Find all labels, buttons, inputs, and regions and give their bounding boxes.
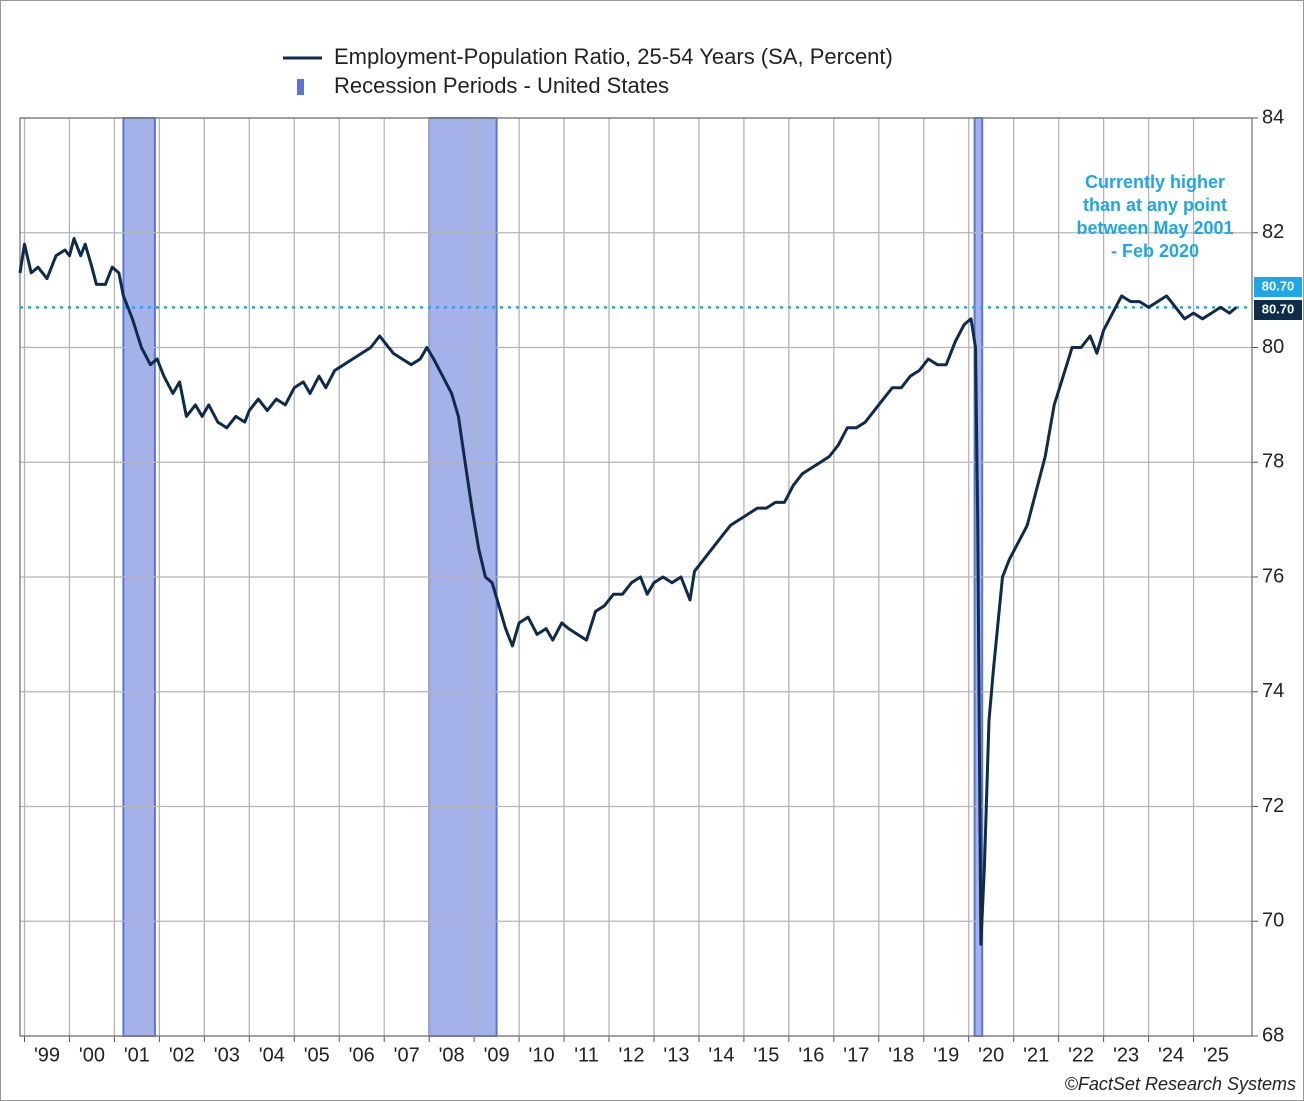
x-tick-label: '11 bbox=[574, 1044, 599, 1066]
y-tick-label: 74 bbox=[1262, 680, 1284, 702]
credit: ©FactSet Research Systems bbox=[1065, 1074, 1296, 1094]
value-box bbox=[1254, 300, 1302, 320]
x-tick-label: '24 bbox=[1158, 1044, 1184, 1066]
x-tick-label: '23 bbox=[1113, 1044, 1139, 1066]
x-tick-label: '20 bbox=[978, 1044, 1004, 1066]
x-tick-label: '03 bbox=[214, 1044, 240, 1066]
plot-border bbox=[19, 117, 1253, 1037]
x-tick-label: '00 bbox=[79, 1044, 105, 1066]
y-tick-label: 80 bbox=[1262, 336, 1284, 358]
x-tick-label: '17 bbox=[843, 1044, 869, 1066]
y-tick-label: 72 bbox=[1262, 795, 1284, 817]
annotation: than at any point bbox=[1083, 195, 1227, 215]
x-tick-label: '10 bbox=[529, 1044, 555, 1066]
x-tick-label: '25 bbox=[1203, 1044, 1229, 1066]
x-tick-label: '08 bbox=[439, 1044, 465, 1066]
x-tick-label: '99 bbox=[34, 1044, 60, 1066]
annotation: - Feb 2020 bbox=[1111, 241, 1199, 261]
legend-label: Recession Periods - United States bbox=[334, 73, 669, 98]
y-tick-label: 78 bbox=[1262, 451, 1284, 473]
x-tick-label: '13 bbox=[663, 1044, 689, 1066]
x-tick-label: '01 bbox=[124, 1044, 150, 1066]
x-tick-label: '05 bbox=[304, 1044, 330, 1066]
x-tick-label: '07 bbox=[394, 1044, 420, 1066]
annotation: Currently higher bbox=[1085, 172, 1225, 192]
value-box-label: 80.70 bbox=[1262, 278, 1295, 293]
legend-label: Employment-Population Ratio, 25-54 Years… bbox=[334, 44, 893, 69]
x-tick-label: '16 bbox=[798, 1044, 824, 1066]
x-tick-label: '12 bbox=[618, 1044, 644, 1066]
annotation: between May 2001 bbox=[1076, 218, 1233, 238]
x-tick-label: '19 bbox=[933, 1044, 959, 1066]
value-box-label: 80.70 bbox=[1262, 301, 1295, 316]
y-tick-label: 84 bbox=[1262, 106, 1284, 128]
x-tick-label: '18 bbox=[888, 1044, 914, 1066]
x-tick-label: '15 bbox=[753, 1044, 779, 1066]
x-tick-label: '02 bbox=[169, 1044, 195, 1066]
x-tick-label: '22 bbox=[1068, 1044, 1094, 1066]
x-tick-label: '14 bbox=[708, 1044, 734, 1066]
y-tick-label: 68 bbox=[1262, 1024, 1284, 1046]
value-box bbox=[1254, 277, 1302, 297]
y-tick-label: 76 bbox=[1262, 565, 1284, 587]
series-line bbox=[18, 237, 1238, 946]
x-tick-label: '21 bbox=[1023, 1044, 1049, 1066]
x-tick-label: '06 bbox=[349, 1044, 375, 1066]
y-tick-label: 82 bbox=[1262, 221, 1284, 243]
y-tick-label: 70 bbox=[1262, 910, 1284, 932]
x-tick-label: '09 bbox=[484, 1044, 510, 1066]
x-tick-label: '04 bbox=[259, 1044, 285, 1066]
legend-bar-swatch bbox=[297, 79, 304, 95]
